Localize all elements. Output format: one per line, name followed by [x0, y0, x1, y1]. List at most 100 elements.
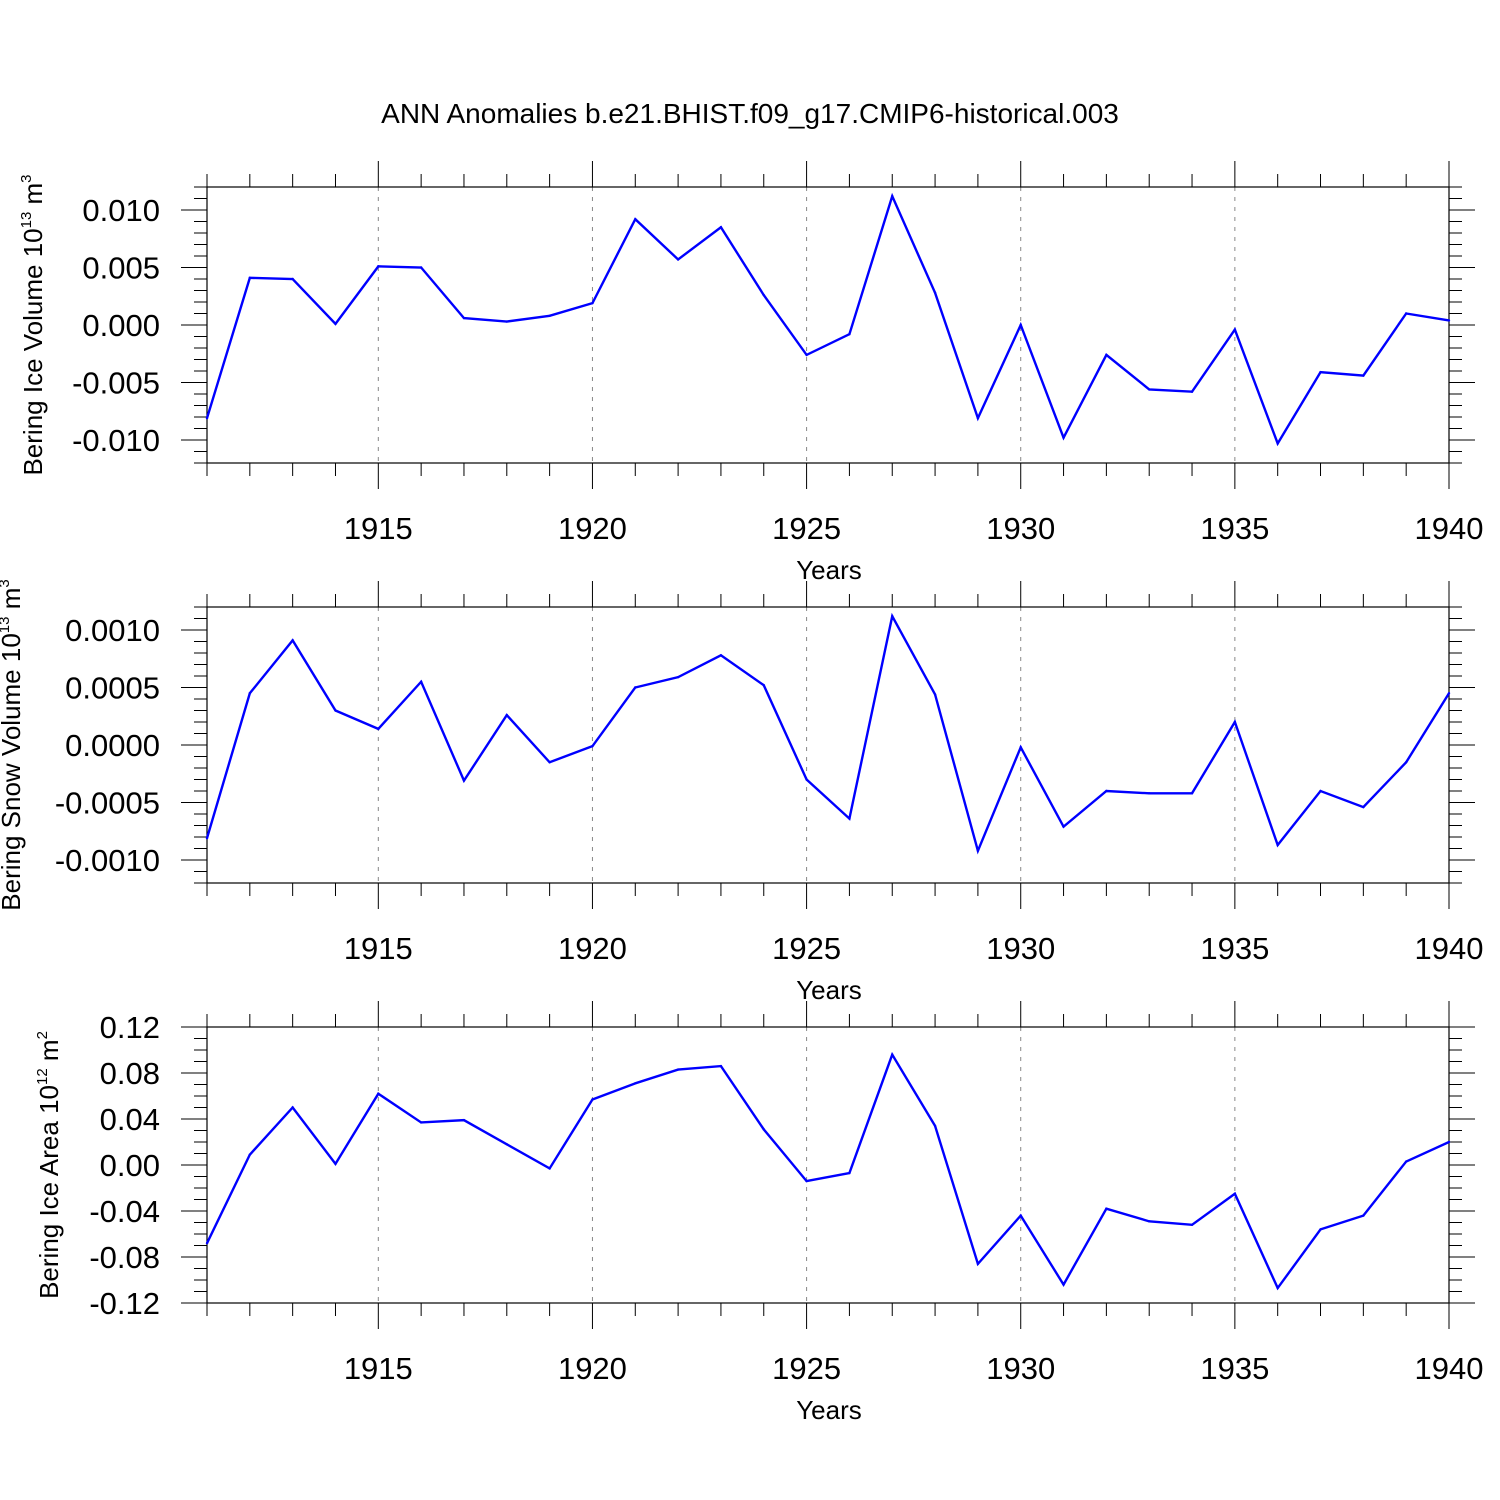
x-tick-label-1935: 1935: [1200, 1351, 1269, 1386]
data-point-1929: [976, 849, 980, 852]
plot-frame: [206, 606, 1450, 884]
data-point-1936: [1276, 843, 1279, 847]
y-tick-label: 0.04: [100, 1102, 160, 1137]
x-tick-label-1940: 1940: [1415, 1351, 1484, 1386]
x-tick-label-1920: 1920: [558, 511, 627, 546]
plot-frame: [206, 186, 1450, 464]
data-point-1940: [1447, 319, 1451, 322]
x-tick-label-1920: 1920: [558, 1351, 627, 1386]
data-point-1933: [1148, 388, 1151, 391]
x-axis-label: Years: [796, 555, 862, 585]
y-tick-label: -0.12: [89, 1286, 160, 1321]
data-point-1921: [634, 686, 637, 689]
data-point-1940: [1447, 1140, 1451, 1144]
y-tick-label: -0.010: [72, 423, 160, 458]
plot-frame: [206, 1026, 1450, 1304]
data-point-1926: [848, 333, 851, 336]
y-tick-label: 0.0000: [65, 728, 160, 763]
y-tick-label: 0.0005: [65, 671, 160, 706]
data-point-1928: [933, 291, 937, 294]
data-point-1930: [1019, 323, 1022, 327]
data-point-1922: [676, 1068, 680, 1071]
data-point-1914: [334, 322, 337, 326]
x-tick-label-1920: 1920: [558, 931, 627, 966]
data-point-1920: [591, 1098, 594, 1101]
data-point-1938: [1362, 374, 1365, 377]
data-point-1915: [377, 1092, 380, 1095]
data-point-1924: [762, 293, 765, 297]
data-point-1920: [591, 744, 594, 748]
data-point-1933: [1148, 1220, 1151, 1223]
x-tick-label-1940: 1940: [1415, 931, 1484, 966]
data-point-1932: [1105, 1207, 1108, 1210]
y-axis-label: Bering Ice Area 1012 m2: [34, 1031, 64, 1299]
data-point-1911: [205, 416, 209, 420]
y-axis-label: Bering Ice Volume 1013 m3: [18, 174, 48, 475]
data-point-1921: [634, 1082, 637, 1085]
series-line: [205, 612, 1451, 855]
x-axis-label: Years: [796, 975, 862, 1005]
data-point-1927: [891, 195, 894, 198]
data-point-1935: [1233, 720, 1237, 724]
y-tick-label: 0.00: [100, 1148, 160, 1183]
x-tick-label-1930: 1930: [986, 931, 1055, 966]
data-point-1913: [291, 277, 294, 281]
y-tick-label: 0.12: [100, 1010, 160, 1045]
data-point-1917: [462, 1118, 466, 1122]
data-point-1934: [1190, 1223, 1194, 1227]
data-point-1934: [1190, 390, 1194, 393]
data-point-1931: [1062, 1283, 1065, 1286]
x-tick-label-1915: 1915: [344, 1351, 413, 1386]
data-point-1911: [205, 836, 209, 840]
data-point-1938: [1362, 805, 1365, 809]
x-tick-label-1925: 1925: [772, 511, 841, 546]
data-point-1920: [591, 301, 594, 305]
data-point-1928: [933, 1124, 937, 1128]
data-point-1912: [248, 276, 252, 280]
data-point-1916: [419, 680, 423, 683]
data-point-1923: [719, 654, 723, 657]
series-line: [205, 1051, 1450, 1291]
data-point-1926: [848, 817, 851, 820]
data-point-1917: [462, 316, 466, 320]
x-tick-label-1930: 1930: [986, 511, 1055, 546]
data-point-1928: [933, 693, 937, 696]
data-point-1935: [1233, 1192, 1237, 1195]
data-point-1925: [805, 1179, 808, 1183]
data-point-1939: [1404, 761, 1408, 764]
y-tick-label: 0.0010: [65, 613, 160, 648]
data-point-1925: [805, 353, 808, 357]
panels: -0.010 -0.005 0.000 0.005 0.010 1915 1920 1925 1…: [0, 161, 1483, 1425]
data-point-1932: [1105, 353, 1108, 357]
data-point-1929: [976, 416, 980, 420]
data-point-1913: [291, 1106, 294, 1109]
x-tick-label-1925: 1925: [772, 1351, 841, 1386]
x-tick-label-1935: 1935: [1200, 511, 1269, 546]
data-point-1922: [676, 258, 680, 261]
y-tick-label: -0.08: [89, 1240, 160, 1275]
x-tick-label-1930: 1930: [986, 1351, 1055, 1386]
data-point-1915: [377, 265, 380, 268]
data-point-1936: [1276, 442, 1279, 445]
data-point-1930: [1019, 746, 1022, 749]
y-tick-label: -0.04: [89, 1194, 160, 1229]
panel-1: -0.010 -0.005 0.000 0.005 0.010 1915 1920 1925 1…: [18, 161, 1483, 585]
x-tick-label-1915: 1915: [344, 511, 413, 546]
data-point-1924: [762, 684, 765, 687]
y-tick-label: 0.000: [82, 308, 160, 343]
data-point-1925: [805, 778, 808, 781]
x-tick-label-1935: 1935: [1200, 931, 1269, 966]
data-point-1929: [976, 1262, 980, 1266]
y-tick-label: 0.010: [82, 193, 160, 228]
series-line: [205, 192, 1450, 447]
data-point-1917: [462, 779, 466, 782]
data-point-1937: [1319, 1228, 1322, 1231]
panel-3: -0.12 -0.08 -0.04 0.00 0.04 0.08 0.12 1915 1920 1…: [34, 1001, 1483, 1425]
data-point-1933: [1148, 792, 1151, 795]
data-point-1916: [419, 1121, 423, 1124]
data-point-1931: [1062, 825, 1065, 828]
data-point-1924: [762, 1128, 765, 1131]
data-point-1934: [1190, 792, 1194, 795]
panel-2: -0.0010 -0.0005 0.0000 0.0005 0.0010 1915 1920…: [0, 579, 1483, 1005]
data-point-1912: [248, 692, 252, 695]
